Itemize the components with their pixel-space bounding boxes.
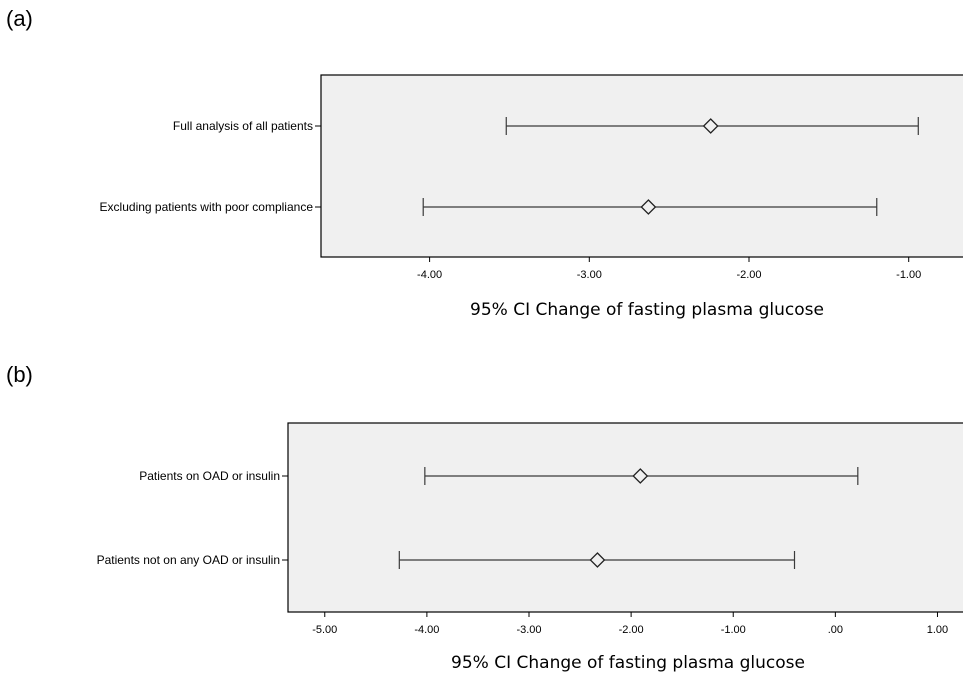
panel-a-x-tick-label: -1.00: [896, 269, 921, 281]
panel-b-x-tick-label: -4.00: [414, 624, 439, 636]
panel-a-point-estimate-marker: [702, 118, 719, 134]
panel-b-category-label: Patients not on any OAD or insulin: [97, 553, 280, 567]
panel-b-x-axis-title: 95% CI Change of fasting plasma glucose: [451, 653, 805, 673]
panel-b-point-estimate-marker: [589, 552, 606, 568]
panel-b-x-tick-label: .00: [828, 624, 843, 636]
panel-b-x-tick-label: -1.00: [721, 624, 746, 636]
panel-b-x-tick-label: -5.00: [312, 624, 337, 636]
panel-a-point-estimate-marker: [640, 199, 657, 215]
panel-b-category-label: Patients on OAD or insulin: [139, 469, 280, 483]
panel-a-category-label: Excluding patients with poor compliance: [100, 200, 314, 214]
panel-a-x-axis-title: 95% CI Change of fasting plasma glucose: [470, 300, 824, 320]
panel-a-x-tick-label: -2.00: [736, 269, 761, 281]
panel-b-x-tick-label: -3.00: [516, 624, 541, 636]
panel-b-point-estimate-marker: [632, 468, 649, 484]
panel-label-b: (b): [6, 362, 33, 387]
panel-a-x-tick-label: -4.00: [417, 269, 442, 281]
panel-b-x-tick-label: -2.00: [619, 624, 644, 636]
panel-a-x-tick-label: -3.00: [577, 269, 602, 281]
panel-a-plot-area: [320, 74, 963, 258]
panel-b-plot-area: [287, 422, 963, 613]
panel-label-a: (a): [6, 6, 33, 31]
panel-b-x-tick-label: 1.00: [927, 624, 948, 636]
panel-a-category-label: Full analysis of all patients: [173, 119, 313, 133]
